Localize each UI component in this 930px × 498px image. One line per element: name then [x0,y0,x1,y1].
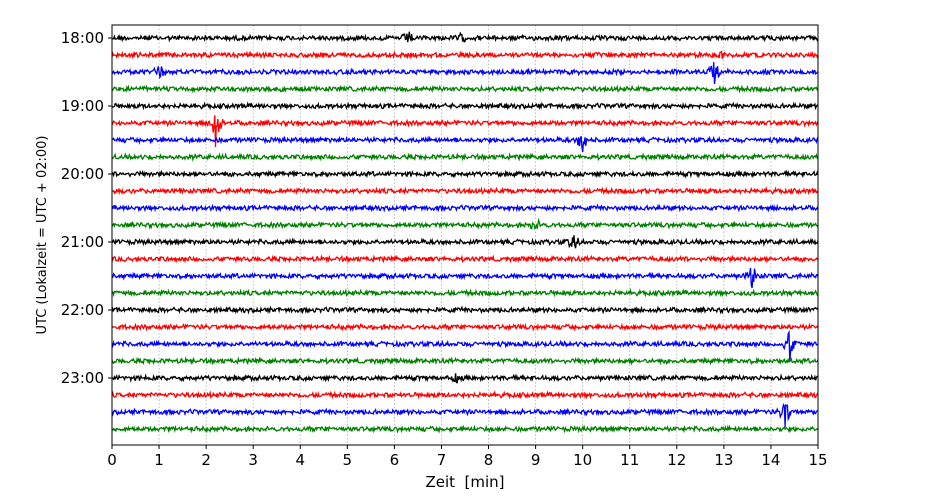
x-tick-label: 5 [343,451,353,469]
grid-lines [158,25,772,445]
x-tick-label: 11 [620,451,639,469]
trace-9 [111,185,819,196]
trace-11 [111,217,819,230]
x-axis: 0 1 2 3 4 5 6 7 8 9 10 11 12 13 14 15 [107,445,828,469]
trace-16 [111,305,819,315]
trace-8 [111,169,819,179]
x-tick-label: 14 [761,451,780,469]
trace-22 [111,402,819,428]
x-tick-label: 8 [484,451,494,469]
trace-23 [111,424,819,434]
trace-0 [111,31,819,43]
x-tick-label: 6 [390,451,400,469]
x-tick-label: 13 [714,451,733,469]
x-tick-label: 10 [573,451,592,469]
trace-2 [111,62,819,85]
trace-13 [111,254,819,264]
x-tick-label: 4 [295,451,305,469]
trace-19 [111,356,819,366]
x-tick-label: 12 [667,451,686,469]
x-tick-label: 7 [437,451,447,469]
trace-10 [111,203,819,213]
y-tick-label: 20:00 [61,165,104,183]
trace-21 [111,389,819,400]
trace-15 [111,287,819,298]
plot-frame [111,24,819,446]
x-axis-label: Zeit [min] [425,473,504,491]
y-tick-label: 19:00 [61,97,104,115]
x-tick-label: 0 [107,451,117,469]
trace-6 [111,135,819,153]
y-tick-label: 21:00 [61,233,104,251]
x-tick-label: 9 [531,451,541,469]
trace-18 [111,329,819,363]
y-axis-label: UTC (Lokalzeit = UTC + 02:00) [35,136,50,335]
x-tick-label: 3 [248,451,258,469]
trace-1 [111,50,819,60]
y-axis: 18:00 19:00 20:00 21:00 22:00 23:00 [61,29,112,387]
trace-7 [111,152,819,162]
seismic-traces [111,31,819,434]
y-tick-label: 23:00 [61,369,104,387]
trace-5 [111,115,819,148]
trace-20 [111,373,819,384]
trace-3 [111,84,819,94]
trace-12 [111,235,819,249]
trace-4 [111,101,819,111]
x-tick-label: 15 [808,451,827,469]
x-tick-label: 1 [154,451,164,469]
trace-17 [111,322,819,332]
x-tick-label: 2 [201,451,211,469]
y-tick-label: 18:00 [61,29,104,47]
y-tick-label: 22:00 [61,301,104,319]
trace-14 [111,267,819,289]
